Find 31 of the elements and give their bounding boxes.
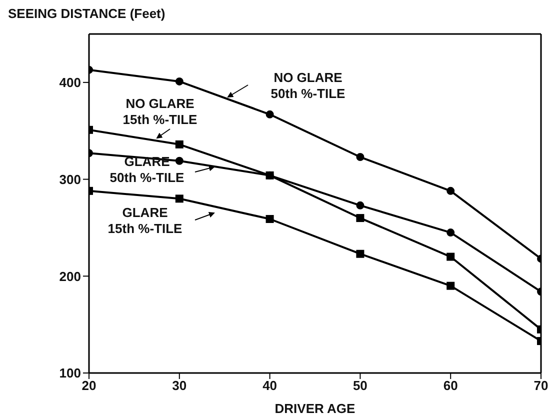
y-tick-label: 300 (59, 172, 81, 187)
point (175, 156, 184, 165)
y-tick-label: 400 (59, 75, 81, 90)
point (356, 250, 364, 258)
x-tick-label: 20 (82, 378, 96, 394)
y-tick-label: 100 (59, 366, 81, 381)
legend-label: GLARE 15th %-TILE (108, 205, 183, 236)
y-tick-label: 200 (59, 268, 81, 284)
point (175, 194, 184, 203)
chart-title: SEEING DISTANCE (Feet) (8, 6, 166, 21)
point (356, 201, 364, 210)
point (356, 153, 364, 162)
point (266, 214, 274, 223)
point (356, 214, 364, 222)
series-label: NO GLARE 15th %-TILE (122, 96, 198, 127)
x-tick-label: 60 (443, 378, 458, 394)
x-axis-title: DRIVER AGE (274, 401, 356, 416)
point (446, 252, 455, 261)
point (446, 186, 455, 195)
x-tick-label: 70 (534, 378, 548, 394)
point (266, 110, 274, 118)
series-label: NO GLARE 50th %-TILE (270, 70, 346, 101)
x-tick-label: 30 (172, 378, 187, 394)
x-tick-label: 40 (262, 378, 278, 394)
x-tick-label: 50 (352, 378, 368, 394)
point (446, 282, 455, 290)
legend-label: GLARE 50th %-TILE (110, 154, 185, 185)
point (266, 171, 274, 180)
point (175, 77, 184, 86)
point (175, 140, 184, 148)
point (446, 228, 455, 237)
